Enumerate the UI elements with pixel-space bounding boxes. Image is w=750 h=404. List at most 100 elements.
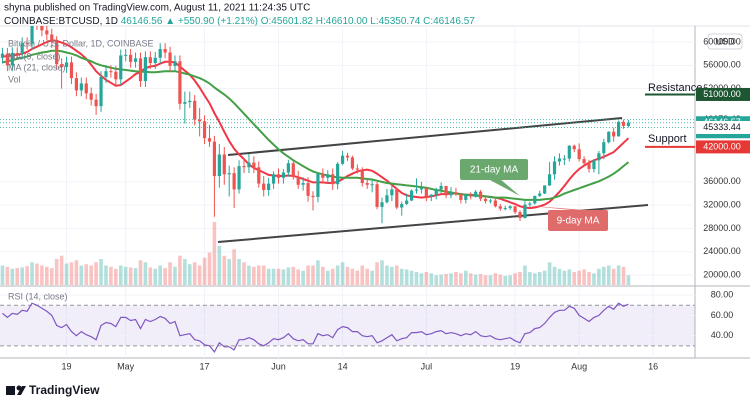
volume-bar xyxy=(69,262,74,285)
candle-body xyxy=(409,190,414,201)
annotation-text: Resistance xyxy=(648,82,702,94)
volume-bar xyxy=(528,272,532,285)
callout-text: 21-day MA xyxy=(470,165,519,176)
legend-entry: Vol xyxy=(8,74,21,84)
volume-bar xyxy=(429,273,434,285)
volume-bar xyxy=(394,265,399,285)
volume-bar xyxy=(582,269,586,285)
volume-bar xyxy=(567,269,572,285)
volume-bar xyxy=(355,270,360,285)
volume-bar xyxy=(104,265,108,285)
volume-bar xyxy=(94,262,98,285)
volume-bar xyxy=(316,260,320,285)
volume-bar xyxy=(473,274,478,285)
volume-bar xyxy=(40,265,44,285)
volume-bar xyxy=(419,273,424,285)
candle-body xyxy=(262,183,266,191)
annotation-text: Support xyxy=(648,133,687,145)
volume-bar xyxy=(143,262,148,285)
candle-body xyxy=(45,30,49,35)
candle-body xyxy=(538,193,542,196)
volume-bar xyxy=(10,268,15,285)
volume-bar xyxy=(64,263,69,285)
candle-body xyxy=(429,194,433,197)
currency-label[interactable]: USD xyxy=(715,36,735,46)
volume-bar xyxy=(138,260,143,285)
candle-body xyxy=(40,26,44,31)
price-label: 42000.00 xyxy=(703,141,741,151)
candle-body xyxy=(286,163,290,173)
volume-bar xyxy=(399,268,404,285)
candle-body xyxy=(25,43,29,45)
volume-bar xyxy=(335,265,340,285)
candle-body xyxy=(533,195,537,204)
logo: TradingView xyxy=(6,383,100,397)
x-tick-label: Jun xyxy=(271,361,286,371)
volume-bar xyxy=(158,265,162,285)
volume-bar xyxy=(148,267,153,285)
volume-bar xyxy=(547,262,552,285)
candle-body xyxy=(257,167,261,184)
volume-bar xyxy=(385,265,389,285)
volume-bar xyxy=(449,273,453,285)
rsi-legend: RSI (14, close) xyxy=(8,291,68,301)
volume-bar xyxy=(128,267,133,285)
volume-bar xyxy=(114,268,118,285)
candle-body xyxy=(434,189,438,195)
candle-body xyxy=(326,174,330,178)
candle-body xyxy=(621,121,626,126)
candle-body xyxy=(518,212,522,218)
volume-bar xyxy=(602,266,606,285)
candle-body xyxy=(414,189,419,191)
y-tick-label: 60.00 xyxy=(711,310,734,320)
candle-body xyxy=(607,131,611,143)
candle-body xyxy=(459,194,463,200)
volume-bar xyxy=(404,269,409,285)
volume-bar xyxy=(123,266,128,285)
candle-body xyxy=(133,58,138,62)
candle-body xyxy=(577,149,581,160)
candle-body xyxy=(385,195,389,203)
published-line: shyna published on TradingView.com, Augu… xyxy=(4,3,310,14)
currency-button[interactable] xyxy=(707,33,743,50)
candle-body xyxy=(380,202,384,207)
x-tick-label: 16 xyxy=(648,361,658,371)
trend-line xyxy=(227,117,623,156)
candle-body xyxy=(503,208,507,210)
volume-bar xyxy=(498,274,503,285)
ma-line xyxy=(2,49,630,201)
candle-body xyxy=(474,191,478,197)
candle-body xyxy=(400,204,404,208)
volume-bar xyxy=(424,272,429,285)
volume-bar xyxy=(321,266,325,285)
candle-body xyxy=(493,200,497,207)
volume-bar xyxy=(468,273,473,285)
price-label-box xyxy=(696,140,750,154)
volume-bar xyxy=(5,266,10,285)
volume-bar xyxy=(35,263,39,285)
volume-bar xyxy=(247,265,251,285)
volume-bar xyxy=(252,266,256,285)
volume-bar xyxy=(340,262,345,285)
candle-body xyxy=(557,158,562,162)
last-price: 46146.56 xyxy=(121,16,163,27)
volume-bar xyxy=(202,257,207,285)
candle-body xyxy=(469,194,473,197)
callout-text: 9-day MA xyxy=(557,216,600,227)
volume-bar xyxy=(463,270,468,285)
candle-body xyxy=(178,61,182,104)
candle-body xyxy=(488,200,493,202)
volume-bar xyxy=(45,266,49,285)
candle-body xyxy=(523,204,527,218)
candle-body xyxy=(291,163,295,177)
volume-bar xyxy=(109,266,113,285)
volume-bar xyxy=(222,255,227,285)
candle-body xyxy=(281,172,286,178)
candle-body xyxy=(242,166,246,168)
candle-body xyxy=(163,49,167,53)
rsi-band xyxy=(0,305,695,346)
volume-bar xyxy=(488,275,493,285)
candle-body xyxy=(395,189,399,208)
candle-body xyxy=(390,189,394,196)
